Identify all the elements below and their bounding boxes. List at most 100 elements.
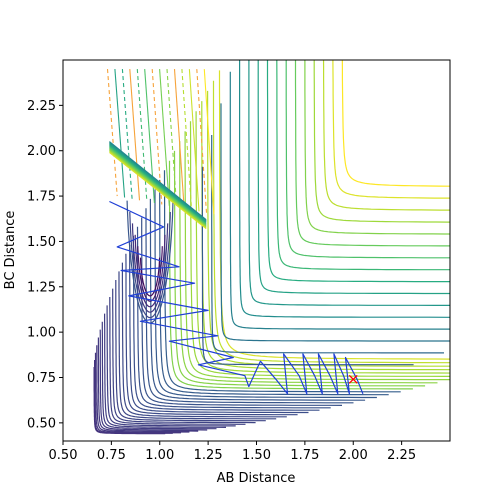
contour-line — [104, 313, 227, 428]
y-axis-label: BC Distance — [3, 211, 18, 290]
contour-line — [220, 103, 450, 342]
contour-line — [294, 60, 450, 247]
contour-line — [203, 69, 215, 215]
contour-line — [136, 226, 331, 409]
contour-line — [121, 262, 287, 418]
contour-line — [181, 69, 193, 211]
x-tick-label: 1.25 — [194, 448, 223, 463]
contour-line — [151, 69, 163, 205]
contour-line — [218, 70, 450, 360]
contour-line — [163, 170, 401, 393]
contour-line — [109, 144, 207, 223]
contour-line — [101, 321, 217, 430]
contour-line — [109, 146, 207, 225]
y-tick-label: 0.75 — [27, 371, 56, 386]
contour-line — [189, 121, 450, 377]
contour-line — [109, 142, 207, 221]
y-tick-label: 1.25 — [27, 280, 56, 295]
contour-line — [109, 152, 207, 230]
contour-line — [179, 141, 438, 384]
contour-line — [141, 217, 343, 406]
contour-lines — [93, 60, 450, 435]
contour-line — [109, 141, 207, 221]
x-tick-label: 2.00 — [339, 448, 368, 463]
x-tick-label: 1.00 — [145, 448, 174, 463]
contour-line — [121, 69, 133, 199]
contour-line — [109, 148, 207, 226]
contour-line — [131, 223, 169, 313]
contour-line — [159, 179, 389, 396]
contour-line — [313, 60, 450, 223]
contour-line — [304, 60, 450, 235]
contour-line — [239, 60, 450, 318]
contour-line — [97, 337, 199, 432]
x-tick-label: 1.50 — [242, 448, 271, 463]
contour-line — [125, 253, 298, 416]
contour-line — [149, 198, 366, 401]
contour-line — [109, 150, 207, 228]
contour-line — [106, 69, 118, 197]
contour-line — [322, 60, 450, 211]
contour-line — [341, 60, 450, 187]
contour-line — [154, 189, 377, 399]
y-tick-label: 0.50 — [27, 416, 56, 431]
contour-line — [129, 69, 141, 201]
x-tick-label: 2.25 — [387, 448, 416, 463]
end-marker-stroke — [348, 374, 358, 384]
x-axis-ticks: 0.50 0.75 1.00 1.25 1.50 1.75 2.00 2.25 — [49, 441, 416, 463]
contour-line — [109, 297, 246, 425]
contour-line — [168, 160, 413, 390]
contour-line — [96, 345, 190, 433]
contour-line — [132, 235, 320, 411]
x-axis-label: AB Distance — [217, 471, 296, 486]
contour-line — [211, 135, 444, 354]
contour-line — [248, 60, 450, 306]
contour-line — [94, 352, 181, 434]
y-axis-ticks: 0.50 0.75 1.00 1.25 1.50 1.75 2.00 2.25 — [27, 99, 63, 431]
contour-line — [188, 69, 200, 212]
contour-line — [207, 90, 450, 367]
contour-line — [129, 211, 171, 319]
contour-line — [112, 288, 256, 424]
trajectory-line — [109, 200, 364, 395]
y-tick-label: 2.25 — [27, 99, 56, 114]
contour-line — [159, 69, 170, 206]
contour-line — [196, 69, 208, 213]
contour-line — [137, 246, 163, 302]
contour-line — [129, 244, 309, 414]
contour-line — [109, 145, 207, 224]
contour-line — [285, 60, 450, 259]
contour-line — [201, 166, 414, 366]
trajectory-path — [109, 200, 364, 395]
contour-line — [136, 69, 148, 202]
contour-line — [109, 149, 207, 227]
contour-line — [118, 271, 277, 420]
x-tick-label: 0.50 — [49, 448, 78, 463]
y-tick-label: 2.00 — [27, 144, 56, 159]
contour-line — [166, 69, 178, 208]
contour-line — [173, 69, 185, 209]
y-tick-label: 1.75 — [27, 190, 56, 205]
x-tick-label: 0.75 — [97, 448, 126, 463]
end-marker — [348, 374, 358, 384]
y-tick-label: 1.50 — [27, 235, 56, 250]
contour-line — [115, 280, 266, 422]
contour-line — [109, 147, 207, 226]
contour-line — [99, 329, 208, 431]
contour-line — [109, 143, 207, 222]
contour-line — [332, 60, 450, 199]
contour-line — [134, 234, 166, 308]
contour-line — [145, 208, 354, 404]
contour-line — [106, 305, 236, 427]
contour-line — [114, 69, 126, 198]
x-tick-label: 1.75 — [290, 448, 319, 463]
contour-line — [266, 60, 450, 283]
plot-background — [63, 60, 450, 441]
y-tick-label: 1.00 — [27, 326, 56, 341]
contour-line — [276, 60, 450, 271]
contour-line — [173, 150, 426, 387]
contour-line — [109, 151, 207, 229]
contour-line — [257, 60, 450, 295]
